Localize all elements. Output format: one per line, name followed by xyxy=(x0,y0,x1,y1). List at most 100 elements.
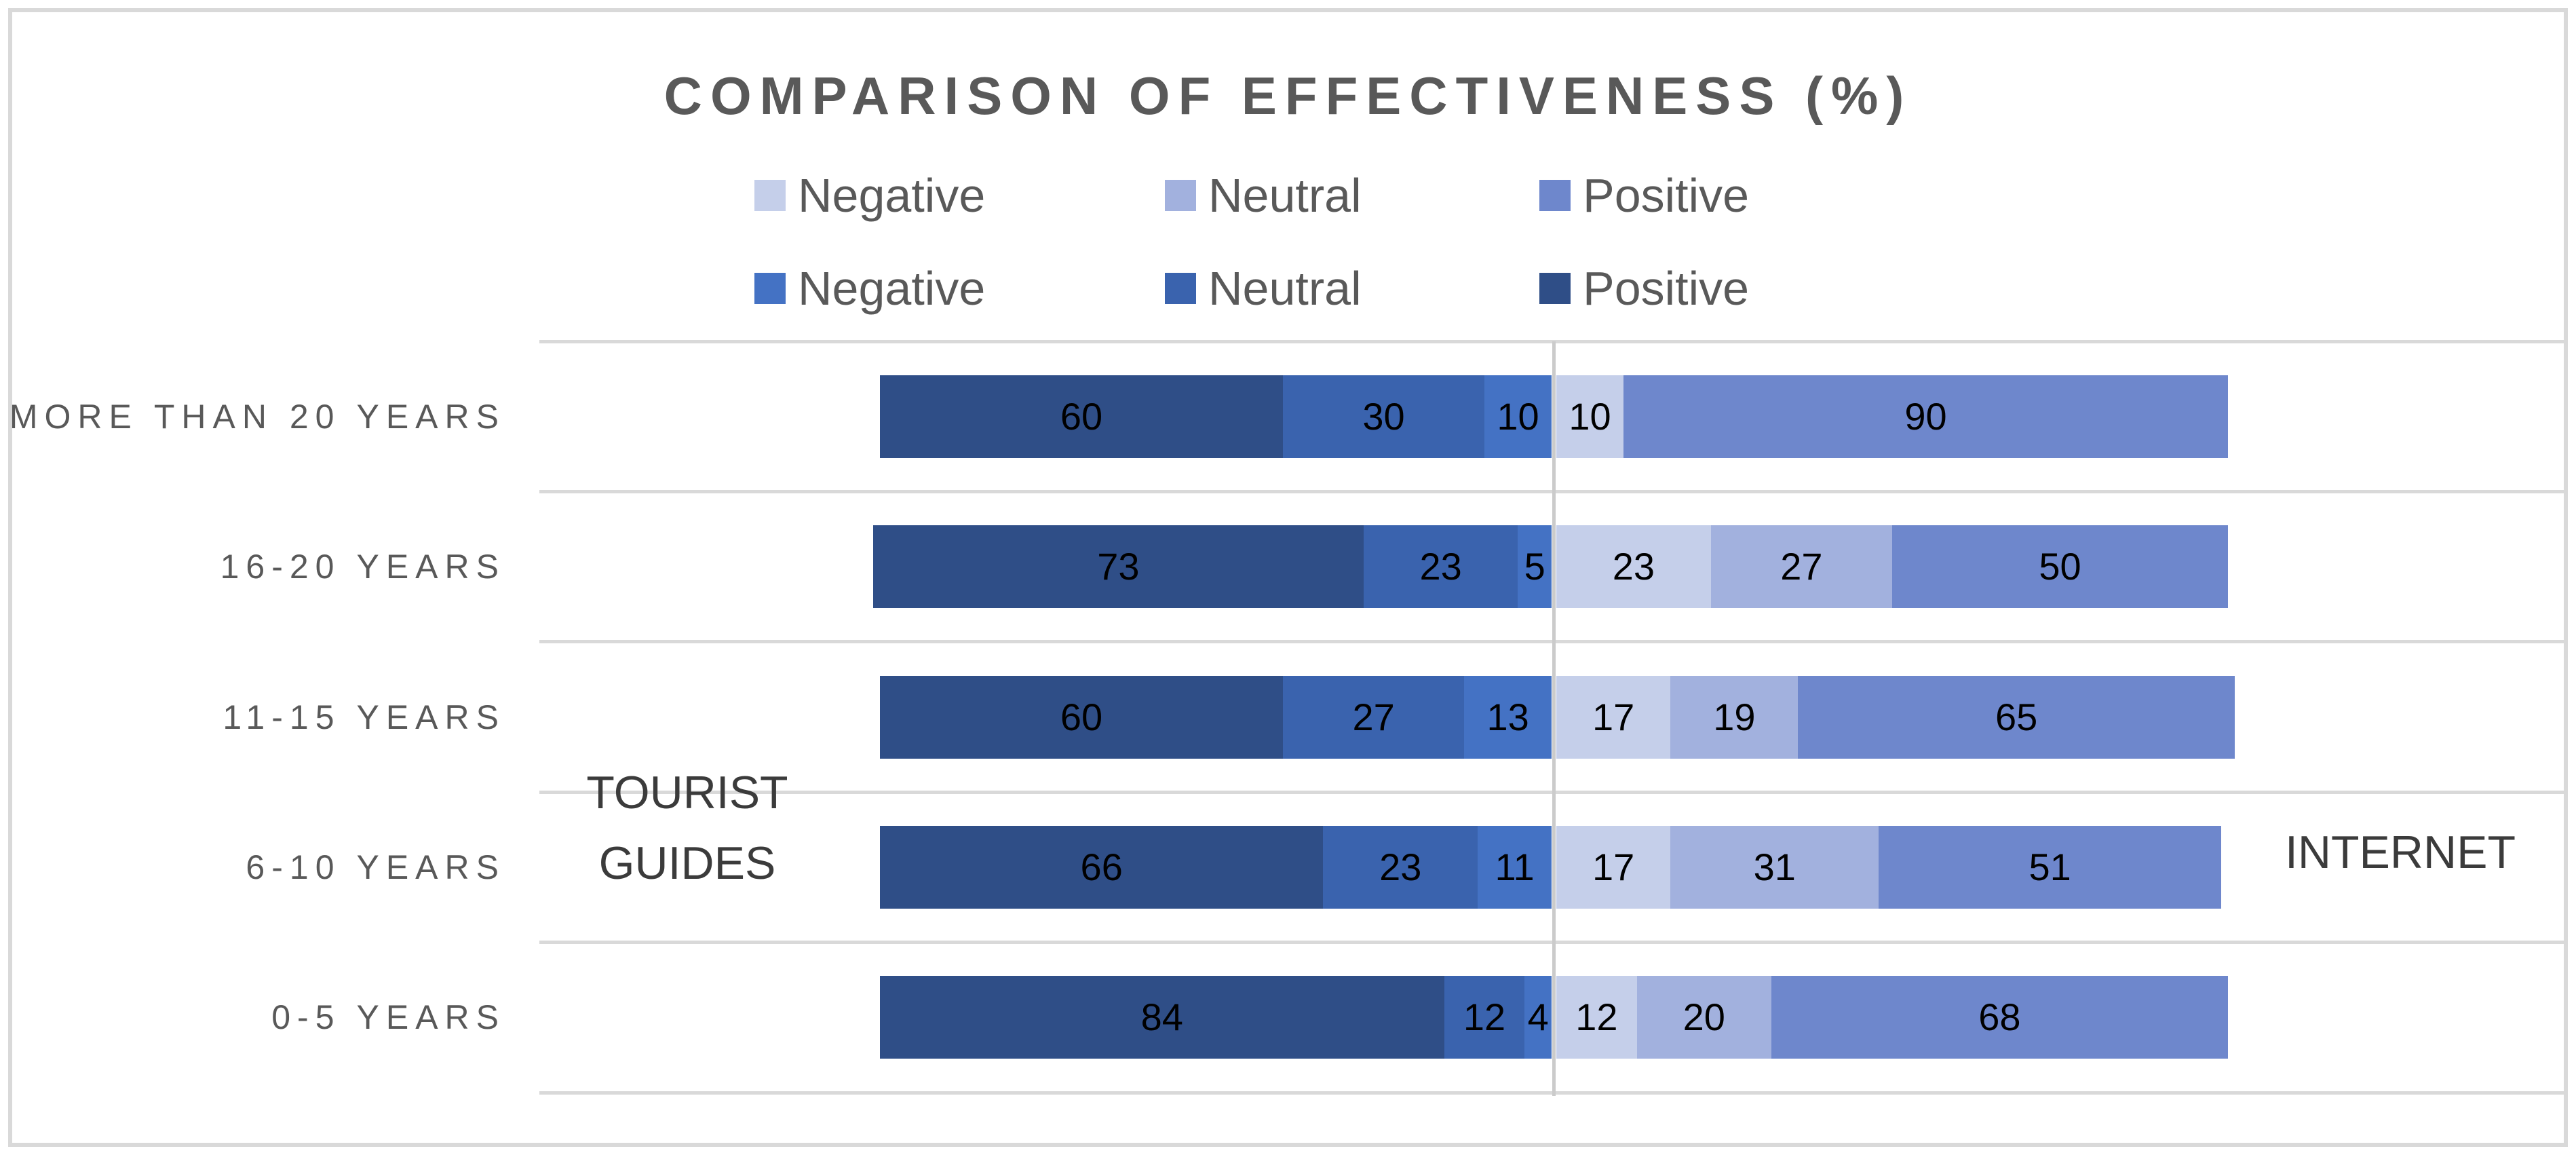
bar-segment-neutral: 12 xyxy=(1444,976,1525,1059)
bar-segment-negative: 13 xyxy=(1464,675,1552,759)
legend-label: Negative xyxy=(798,169,986,222)
bar-value-label: 5 xyxy=(1524,545,1545,588)
bar-value-label: 84 xyxy=(1140,996,1183,1039)
legend-item: Negative xyxy=(754,170,1165,221)
category-label: 11-15 YEARS xyxy=(223,698,505,736)
legend-swatch-negative-light xyxy=(754,180,786,211)
bar-value-label: 23 xyxy=(1379,845,1422,888)
bar-segment-positive: 51 xyxy=(1879,825,2222,909)
legend-item: Neutral xyxy=(1165,263,1539,314)
bar-segment-negative: 10 xyxy=(1556,375,1623,458)
bar-segment-positive: 90 xyxy=(1623,375,2228,458)
bar-value-label: 23 xyxy=(1419,545,1462,588)
bar-tourist-guides: 73 23 5 xyxy=(873,525,1552,609)
bar-segment-negative: 4 xyxy=(1524,976,1552,1059)
bar-value-label: 20 xyxy=(1683,996,1725,1039)
legend-row-tourist-guides: Negative Neutral Positive xyxy=(754,263,1824,314)
bar-segment-neutral: 20 xyxy=(1636,976,1771,1059)
bar-segment-neutral: 27 xyxy=(1710,525,1892,609)
bar-segment-positive: 68 xyxy=(1771,976,2228,1059)
bar-value-label: 17 xyxy=(1592,845,1635,888)
bar-internet: 23 27 50 xyxy=(1556,525,2228,609)
legend-item: Neutral xyxy=(1165,170,1539,221)
bar-segment-neutral: 27 xyxy=(1283,675,1465,759)
legend-swatch-negative-dark xyxy=(754,273,786,304)
legend-label: Neutral xyxy=(1208,169,1362,222)
bar-value-label: 60 xyxy=(1060,695,1103,738)
bar-segment-positive: 60 xyxy=(880,375,1283,458)
category-label: 0-5 YEARS xyxy=(271,998,505,1037)
bar-value-label: 27 xyxy=(1780,545,1823,588)
bar-segment-negative: 11 xyxy=(1478,825,1552,909)
bar-segment-neutral: 31 xyxy=(1670,825,1879,909)
legend-row-internet: Negative Neutral Positive xyxy=(754,170,1824,221)
bar-segment-negative: 17 xyxy=(1556,825,1671,909)
bar-value-label: 60 xyxy=(1060,394,1103,438)
bar-value-label: 4 xyxy=(1527,996,1549,1039)
bar-value-label: 12 xyxy=(1463,996,1506,1039)
bar-segment-positive: 73 xyxy=(873,525,1364,609)
bar-value-label: 66 xyxy=(1080,845,1123,888)
bar-value-label: 23 xyxy=(1612,545,1655,588)
bar-value-label: 10 xyxy=(1497,394,1539,438)
bar-segment-neutral: 23 xyxy=(1363,525,1518,609)
bar-segment-negative: 23 xyxy=(1556,525,1711,609)
legend-item: Positive xyxy=(1539,170,1824,221)
category-label: 16-20 YEARS xyxy=(220,548,505,586)
legend-label: Negative xyxy=(798,262,986,315)
bar-value-label: 51 xyxy=(2029,845,2071,888)
bar-internet: 10 90 xyxy=(1556,375,2228,458)
bar-segment-neutral: 19 xyxy=(1670,675,1799,759)
bar-segment-positive: 65 xyxy=(1798,675,2235,759)
bar-internet: 17 19 65 xyxy=(1556,675,2235,759)
bar-value-label: 10 xyxy=(1569,394,1611,438)
bar-value-label: 27 xyxy=(1352,695,1395,738)
bar-value-label: 65 xyxy=(1995,695,2038,738)
bar-value-label: 31 xyxy=(1753,845,1796,888)
bar-segment-neutral: 30 xyxy=(1283,375,1484,458)
legend-label: Positive xyxy=(1583,262,1750,315)
bar-tourist-guides: 60 30 10 xyxy=(880,375,1552,458)
bar-tourist-guides: 66 23 11 xyxy=(880,825,1552,909)
bar-value-label: 90 xyxy=(1904,394,1947,438)
bar-value-label: 13 xyxy=(1486,695,1529,738)
legend-swatch-neutral-light xyxy=(1165,180,1196,211)
legend: Negative Neutral Positive Negative Neutr… xyxy=(754,170,1824,356)
legend-swatch-neutral-dark xyxy=(1165,273,1196,304)
bar-tourist-guides: 84 12 4 xyxy=(880,976,1552,1059)
category-label: 6-10 YEARS xyxy=(246,848,505,886)
legend-label: Neutral xyxy=(1208,262,1362,315)
center-axis-line xyxy=(1552,341,1556,1096)
legend-swatch-positive-light xyxy=(1539,180,1571,211)
bar-segment-negative: 12 xyxy=(1556,976,1637,1059)
group-label-internet: INTERNET xyxy=(2285,827,2516,878)
chart-title: COMPARISON OF EFFECTIVENESS (%) xyxy=(664,66,1912,126)
bar-segment-negative: 17 xyxy=(1556,675,1671,759)
bar-segment-positive: 60 xyxy=(880,675,1283,759)
bar-value-label: 73 xyxy=(1097,545,1140,588)
bar-tourist-guides: 60 27 13 xyxy=(880,675,1552,759)
bar-value-label: 17 xyxy=(1592,695,1635,738)
bar-value-label: 19 xyxy=(1713,695,1756,738)
bar-segment-positive: 84 xyxy=(880,976,1444,1059)
category-label: MORE THAN 20 YEARS xyxy=(9,397,505,436)
bar-value-label: 30 xyxy=(1362,394,1405,438)
bar-value-label: 68 xyxy=(1978,996,2021,1039)
bar-value-label: 50 xyxy=(2039,545,2081,588)
bar-segment-positive: 66 xyxy=(880,825,1324,909)
bar-segment-negative: 10 xyxy=(1484,375,1552,458)
bar-segment-negative: 5 xyxy=(1518,525,1552,609)
legend-item: Positive xyxy=(1539,263,1824,314)
legend-item: Negative xyxy=(754,263,1165,314)
legend-swatch-positive-dark xyxy=(1539,273,1571,304)
bar-value-label: 11 xyxy=(1495,845,1535,888)
group-label-tourist-guides: TOURIST GUIDES xyxy=(586,767,788,889)
bar-segment-neutral: 23 xyxy=(1323,825,1478,909)
bar-segment-positive: 50 xyxy=(1891,525,2228,609)
bar-internet: 12 20 68 xyxy=(1556,976,2228,1059)
bar-value-label: 12 xyxy=(1575,996,1618,1039)
bar-internet: 17 31 51 xyxy=(1556,825,2222,909)
legend-label: Positive xyxy=(1583,169,1750,222)
